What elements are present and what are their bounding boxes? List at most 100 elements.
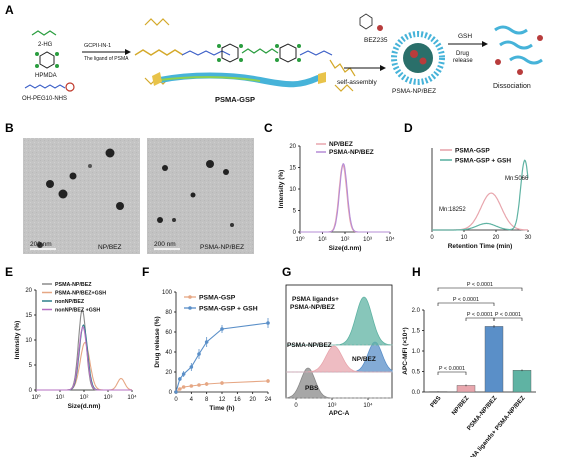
dissociation-products: Dissociation <box>493 25 543 90</box>
significance-bracket <box>437 287 523 291</box>
legend-marker <box>188 295 192 299</box>
y-axis-label: Intensity (%) <box>278 170 285 209</box>
flow-legend-np: NP/BEZ <box>352 356 376 363</box>
x-axis-label: Size(d.nm) <box>68 403 101 410</box>
p-value-label: P < 0.0001 <box>439 366 465 372</box>
p-value-label: P < 0.0001 <box>495 312 521 318</box>
y-tick-label: 10 <box>289 187 296 193</box>
reagent-peg: OH-PEG10-NHS <box>22 82 75 102</box>
p-value-label: P < 0.0001 <box>467 282 493 288</box>
x-tick-label: 30 <box>525 235 532 241</box>
y-tick-label: 100 <box>162 290 173 296</box>
legend-label: NP/BEZ <box>329 141 353 148</box>
reaction-note-label: The ligand of PSMA <box>84 56 129 62</box>
chart-e: 0 5 10 15 20 10⁰ 10¹ 10² 10³ 10⁴ Size(d.nm) Intensi… <box>14 282 137 410</box>
y-tick-label: 5 <box>29 363 33 369</box>
y-tick-label: 20 <box>165 370 172 376</box>
y-tick-label: 1.5 <box>412 329 421 335</box>
legend-label: nonNP/BEZ +GSH <box>55 308 100 314</box>
series-line <box>36 309 132 391</box>
x-axis-label: Retention Time (min) <box>448 243 513 250</box>
chart-d: 0 10 20 30 Retention Time (min) PSMA-GSP PSMA-… <box>430 148 532 251</box>
x-tick-label: 24 <box>265 397 272 403</box>
y-tick-label: 15 <box>25 313 32 319</box>
chart-g: 0 10³ 10⁴ APC-A <box>285 284 393 417</box>
data-point <box>174 390 178 394</box>
y-tick-label: 0.5 <box>412 370 421 376</box>
x-tick-label: 10² <box>80 395 89 401</box>
bar <box>484 326 504 393</box>
flow-legend-ligands-line1: PSMA ligands+ <box>292 296 339 303</box>
data-point <box>197 352 201 356</box>
x-tick-label: 10³ <box>328 403 337 409</box>
assembly-label: self-assembly <box>337 79 377 86</box>
x-tick-label: 16 <box>234 397 241 403</box>
scale-bar-right: 200 nm <box>154 241 176 248</box>
data-point <box>220 327 224 331</box>
y-tick-label: 20 <box>25 288 32 294</box>
y-tick-label: 20 <box>289 144 296 150</box>
y-axis-label: Drug release (%) <box>154 316 161 367</box>
legend-label: PSMA-GSP + GSH <box>455 158 511 165</box>
release-label-line1: Drug <box>456 51 469 57</box>
reagent-hpmda-label: HPMDA <box>35 73 57 79</box>
legend-label: PSMA-GSP <box>199 295 236 302</box>
significance-bracket <box>465 317 495 321</box>
gsh-label: GSH <box>458 33 472 40</box>
data-point <box>181 372 186 376</box>
polymer-name: PSMA-GSP <box>215 95 255 104</box>
x-axis-label: Time (h) <box>209 405 234 412</box>
bar <box>512 370 532 393</box>
flow-legend-pbs: PBS <box>305 385 319 392</box>
data-point <box>197 383 201 387</box>
panel-label-d: D <box>404 121 413 135</box>
y-tick-label: 0 <box>169 390 173 396</box>
x-tick-label: 10⁰ <box>295 236 305 243</box>
y-tick-label: 2.0 <box>412 308 421 314</box>
data-point <box>266 379 270 383</box>
x-tick-label: 10⁴ <box>385 236 395 243</box>
x-tick-label: 8 <box>205 397 209 403</box>
reagent-2hg: 2-HG <box>31 30 57 48</box>
significance-bracket <box>437 302 495 306</box>
panel-label-c: C <box>264 121 273 135</box>
data-point <box>178 377 182 381</box>
chart-c: 0 5 10 15 20 10⁰ 10¹ 10² 10³ 10⁴ Size(d.nm) Intensi… <box>278 141 395 252</box>
y-tick-label: 40 <box>165 350 172 356</box>
nanoparticle-illustration: PSMA-NP/BEZ <box>391 31 445 95</box>
reagent-peg-label: OH-PEG10-NHS <box>22 96 67 102</box>
polymer-ribbon: PSMA-GSP <box>152 72 326 104</box>
polymer-structure <box>134 18 356 92</box>
series-line <box>36 324 132 391</box>
data-point <box>189 384 194 388</box>
y-tick-label: 60 <box>165 330 172 336</box>
category-label: PBS <box>429 395 443 409</box>
y-tick-label: 5 <box>293 209 297 215</box>
y-axis-label: APC-MFI (×10⁴) <box>402 327 409 374</box>
x-tick-label: 4 <box>190 397 194 403</box>
y-tick-label: 10 <box>25 338 32 344</box>
bar <box>456 385 476 393</box>
tem-caption-right: PSMA-NP/BEZ <box>200 244 244 251</box>
release-label-line2: release <box>453 58 473 64</box>
x-tick-label: 0 <box>174 397 178 403</box>
x-tick-label: 10⁴ <box>127 394 137 401</box>
data-point <box>204 382 209 386</box>
tem-image-right: 200 nm PSMA-NP/BEZ <box>147 138 254 254</box>
mn-annotation-1: Mn:18252 <box>439 207 466 213</box>
y-tick-label: 80 <box>165 310 172 316</box>
significance-bracket <box>437 371 467 375</box>
data-point <box>266 321 270 325</box>
x-axis-label: Size(d.nm) <box>329 245 362 252</box>
data-point <box>204 340 209 344</box>
x-axis-label: APC-A <box>329 410 350 417</box>
p-value-label: P < 0.0001 <box>467 312 493 318</box>
x-tick-label: 20 <box>493 235 500 241</box>
nanoparticle-name: PSMA-NP/BEZ <box>392 88 436 95</box>
x-tick-label: 12 <box>219 397 226 403</box>
p-value-label: P < 0.0001 <box>453 297 479 303</box>
series-line <box>300 163 390 233</box>
panel-label-f: F <box>142 265 149 279</box>
